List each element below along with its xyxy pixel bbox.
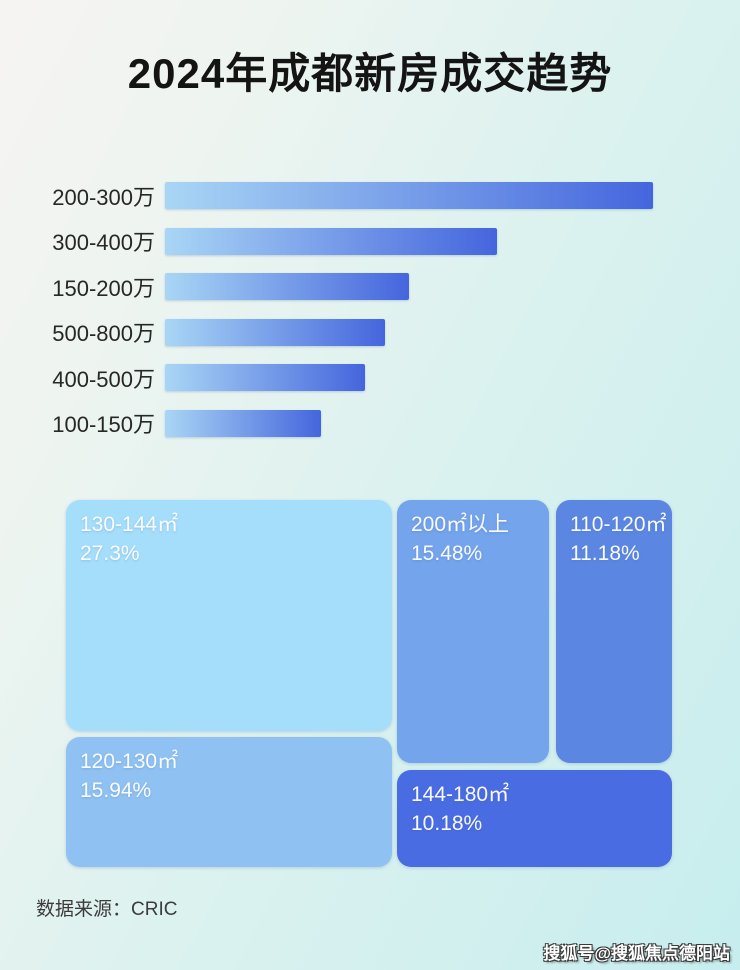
bar-row: 500-800万	[0, 318, 740, 346]
bar-track	[165, 364, 740, 391]
treemap-tile-percentage: 27.3%	[80, 541, 140, 565]
bar-track	[165, 318, 740, 346]
bar-category-label: 500-800万	[52, 321, 155, 346]
bar-fill	[165, 227, 497, 255]
bar-category-label: 150-200万	[52, 275, 155, 301]
treemap-tile: 130-144㎡ 27.3%	[66, 500, 392, 731]
bar-row: 300-400万	[0, 227, 740, 255]
bar-fill	[165, 364, 366, 391]
treemap-tile-label: 110-120㎡	[570, 513, 667, 536]
treemap-tile-label: 130-144㎡	[80, 513, 179, 536]
bar-track	[165, 182, 740, 209]
treemap-tile-label: 144-180㎡	[411, 783, 510, 806]
bar-category-label: 400-500万	[52, 366, 155, 392]
bar-row: 100-150万	[0, 409, 740, 437]
treemap-tile-label: 120-130㎡	[80, 750, 179, 773]
bar-category-label: 100-150万	[52, 412, 155, 437]
bar-fill	[165, 273, 409, 300]
bar-track	[165, 227, 740, 255]
treemap-tile-label: 200㎡以上	[411, 513, 510, 536]
watermark-text: 搜狐号@搜狐焦点德阳站	[543, 944, 730, 963]
treemap-tile-percentage: 15.48%	[411, 541, 483, 565]
treemap-tile-percentage: 11.18%	[570, 541, 640, 565]
bar-fill	[165, 318, 385, 346]
page-title: 2024年成都新房成交趋势	[127, 50, 613, 97]
bar-category-label: 200-300万	[52, 184, 155, 210]
bar-track	[165, 409, 740, 437]
bar-category-label: 300-400万	[52, 230, 155, 255]
bar-track	[165, 273, 740, 300]
treemap-tile-percentage: 15.94%	[80, 778, 152, 802]
treemap-tile: 144-180㎡ 10.18%	[397, 770, 672, 867]
data-source-note: 数据来源：CRIC	[36, 899, 178, 920]
bar-row: 150-200万	[0, 273, 740, 301]
price-bar-chart: 200-300万 300-400万 150-200万 500-800万 400-500万…	[0, 182, 740, 455]
bar-fill	[165, 182, 653, 209]
bar-row: 200-300万	[0, 182, 740, 210]
area-treemap: 130-144㎡ 27.3% 120-130㎡ 15.94% 200㎡以上 15.48% 1…	[0, 500, 740, 868]
treemap-tile-percentage: 10.18%	[411, 811, 483, 835]
treemap-tile: 110-120㎡ 11.18%	[556, 500, 672, 763]
treemap-tile: 200㎡以上 15.48%	[397, 500, 549, 763]
bar-row: 400-500万	[0, 364, 740, 392]
treemap-tile: 120-130㎡ 15.94%	[66, 737, 392, 867]
bar-fill	[165, 409, 322, 437]
